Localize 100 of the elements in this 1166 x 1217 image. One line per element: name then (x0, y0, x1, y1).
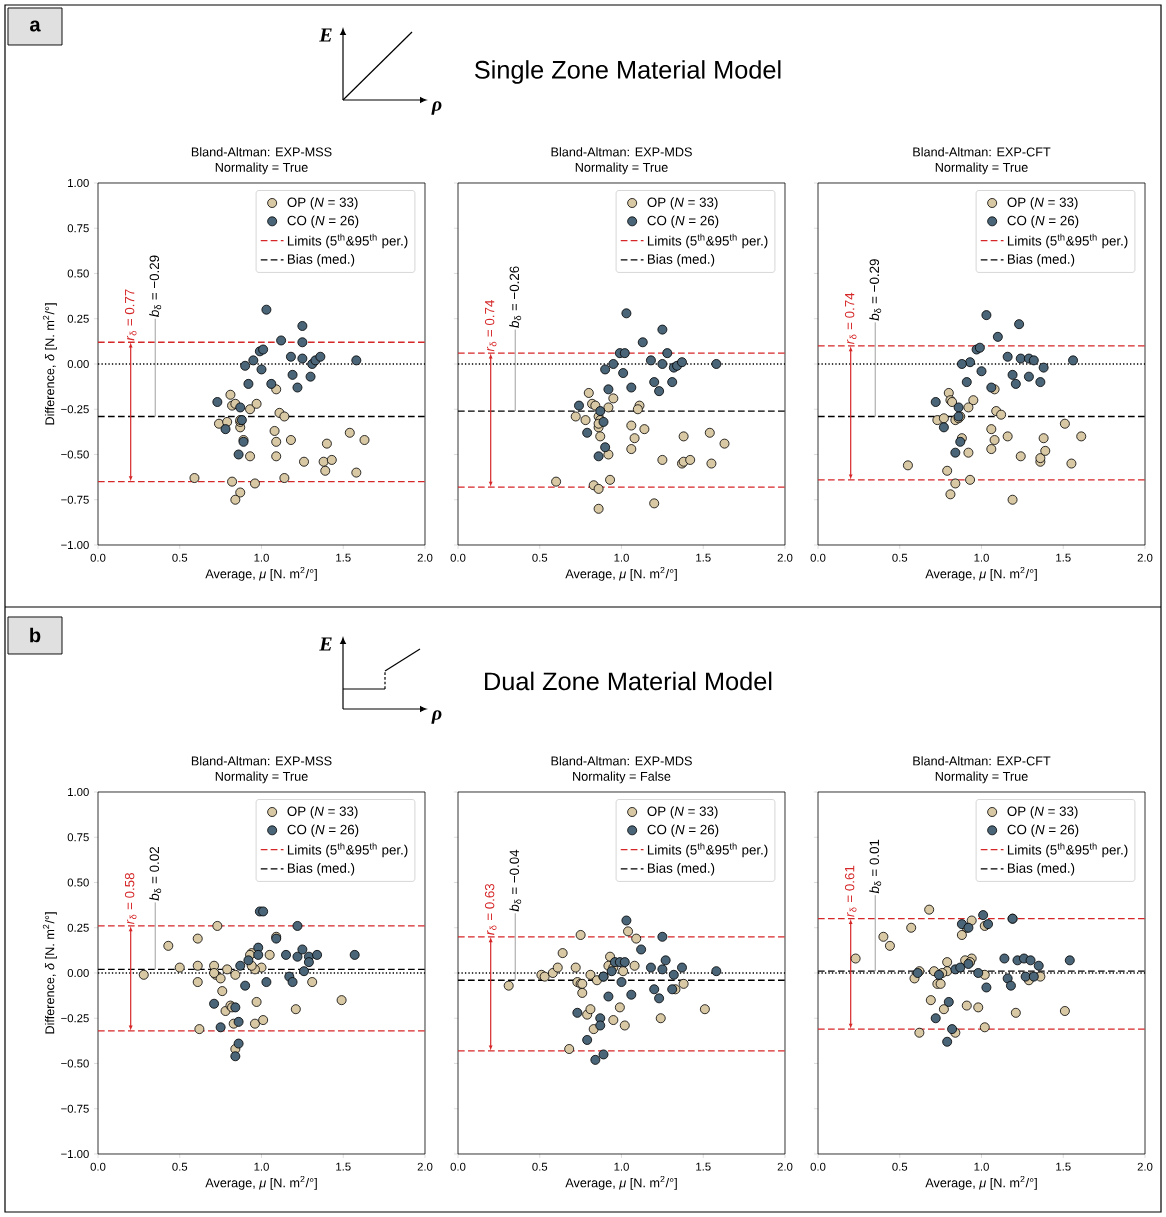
annotation: r$_{δ}$ = 0.61 (844, 865, 857, 917)
legend-label: Limits (5$^{th}$&95$^{th}$ per.) (287, 233, 408, 249)
legend-label: Limits (5$^{th}$&95$^{th}$ per.) (647, 842, 768, 858)
x-tick-label: 0.5 (892, 1162, 908, 1171)
legend-label: OP (N = 33) (647, 197, 718, 210)
x-tick-label: 0.0 (450, 1162, 466, 1171)
x-tick-label: 2.0 (1137, 553, 1153, 562)
x-tick-label: 2.0 (777, 1162, 793, 1171)
chart-title: Bland-Altman: EXP-CFT (913, 147, 1051, 157)
annotation: b$_{δ}$ = −0.26 (509, 266, 522, 328)
y-tick-label: 0.00 (67, 968, 89, 977)
x-tick-label: 1.5 (336, 1162, 351, 1171)
y-tick-label: 0.75 (67, 224, 89, 233)
text: E (319, 28, 332, 42)
chart-title: Bland-Altman: EXP-CFT (913, 756, 1051, 766)
x-tick-label: 0.5 (892, 553, 908, 562)
annotation: r$_{δ}$ = 0.63 (484, 883, 497, 935)
x-axis-title: Average, μ [N. m$^{2}$/°] (205, 566, 317, 581)
chart-subtitle: Normality = False (573, 771, 671, 784)
legend-label: OP (N = 33) (1007, 197, 1078, 210)
legend-label: Bias (med.) (1007, 863, 1075, 876)
y-tick-label: 0.25 (67, 314, 89, 323)
legend-label: Bias (med.) (647, 863, 715, 876)
legend-label: OP (N = 33) (1007, 806, 1078, 819)
chart-subtitle: Normality = True (935, 162, 1028, 175)
legend-label: OP (N = 33) (287, 806, 358, 819)
y-tick-label: 0.00 (67, 359, 89, 368)
x-axis-title: Average, μ [N. m$^{2}$/°] (565, 566, 677, 581)
y-tick-label: −0.75 (61, 1104, 89, 1113)
legend-label: CO (N = 26) (287, 215, 359, 228)
annotation: b$_{δ}$ = −0.29 (869, 259, 882, 321)
x-tick-label: 0.5 (532, 1162, 548, 1171)
y-tick-label: −0.75 (61, 495, 89, 504)
x-tick-label: 2.0 (777, 553, 793, 562)
y-axis-title: Difference, δ [N. m$^{2}$/°] (42, 912, 57, 1034)
x-tick-label: 1.0 (254, 553, 269, 562)
x-tick-label: 1.0 (974, 553, 989, 562)
chart-title: Bland-Altman: EXP-MDS (551, 756, 692, 766)
legend-label: CO (N = 26) (287, 824, 359, 837)
legend-label: Limits (5$^{th}$&95$^{th}$ per.) (1007, 842, 1128, 858)
y-tick-label: −0.50 (61, 450, 89, 459)
x-tick-label: 1.5 (1056, 553, 1071, 562)
y-tick-label: 0.50 (67, 269, 89, 278)
legend-label: Limits (5$^{th}$&95$^{th}$ per.) (287, 842, 408, 858)
legend-label: CO (N = 26) (647, 824, 719, 837)
y-tick-label: −0.25 (61, 1014, 89, 1023)
y-tick-label: 1.00 (68, 178, 89, 187)
x-tick-label: 0.0 (90, 1162, 106, 1171)
legend-label: Limits (5$^{th}$&95$^{th}$ per.) (647, 233, 768, 249)
chart-subtitle: Normality = True (215, 771, 308, 784)
y-tick-label: 0.50 (67, 878, 89, 887)
annotation: r$_{δ}$ = 0.58 (124, 873, 137, 925)
legend-label: Bias (med.) (287, 863, 355, 876)
y-tick-label: −1.00 (61, 540, 89, 549)
text: E (319, 637, 332, 651)
legend-label: Bias (med.) (287, 254, 355, 267)
x-tick-label: 0.0 (90, 553, 106, 562)
y-axis-title: Difference, δ [N. m$^{2}$/°] (42, 303, 57, 425)
legend-label: CO (N = 26) (1007, 215, 1079, 228)
legend-label: Bias (med.) (1007, 254, 1075, 267)
legend-label: OP (N = 33) (647, 806, 718, 819)
x-tick-label: 2.0 (417, 553, 433, 562)
annotation: r$_{δ}$ = 0.77 (124, 289, 137, 341)
legend-label: OP (N = 33) (287, 197, 358, 210)
x-axis-title: Average, μ [N. m$^{2}$/°] (565, 1175, 677, 1190)
text: Dual Zone Material Model (485, 671, 772, 691)
x-tick-label: 1.5 (696, 1162, 711, 1171)
x-tick-label: 1.0 (614, 1162, 629, 1171)
chart-subtitle: Normality = True (575, 162, 668, 175)
y-tick-label: −1.00 (61, 1149, 89, 1158)
annotation: b$_{δ}$ = −0.29 (149, 255, 162, 317)
chart-subtitle: Normality = True (215, 162, 308, 175)
x-tick-label: 1.0 (614, 553, 629, 562)
legend-label: CO (N = 26) (1007, 824, 1079, 837)
x-tick-label: 0.0 (810, 1162, 826, 1171)
annotation: r$_{δ}$ = 0.74 (844, 292, 857, 345)
chart-subtitle: Normality = True (935, 771, 1028, 784)
text: ρ (431, 710, 442, 724)
x-axis-title: Average, μ [N. m$^{2}$/°] (925, 1175, 1037, 1190)
text: Single Zone Material Model (474, 60, 781, 84)
chart-title: Bland-Altman: EXP-MSS (191, 147, 332, 157)
annotation: b$_{δ}$ = −0.04 (509, 849, 522, 912)
x-tick-label: 0.5 (532, 553, 548, 562)
annotation: b$_{δ}$ = 0.02 (149, 847, 162, 901)
text: b (30, 627, 41, 643)
x-axis-title: Average, μ [N. m$^{2}$/°] (205, 1175, 317, 1190)
x-tick-label: 1.5 (696, 553, 711, 562)
y-tick-label: 1.00 (68, 787, 89, 796)
x-tick-label: 0.0 (450, 553, 466, 562)
y-tick-label: 0.75 (67, 833, 89, 842)
legend-label: Limits (5$^{th}$&95$^{th}$ per.) (1007, 233, 1128, 249)
x-tick-label: 1.0 (974, 1162, 989, 1171)
x-axis-title: Average, μ [N. m$^{2}$/°] (925, 566, 1037, 581)
chart-title: Bland-Altman: EXP-MDS (551, 147, 692, 157)
legend-label: CO (N = 26) (647, 215, 719, 228)
x-tick-label: 0.5 (172, 553, 188, 562)
x-tick-label: 1.5 (1056, 1162, 1071, 1171)
x-tick-label: 2.0 (417, 1162, 433, 1171)
text: a (30, 20, 41, 32)
x-tick-label: 0.5 (172, 1162, 188, 1171)
